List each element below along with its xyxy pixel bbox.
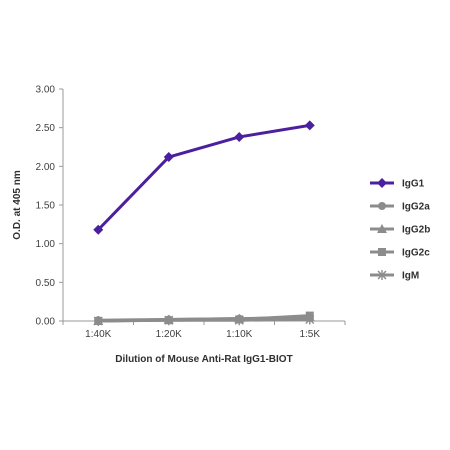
data-point-igg2a — [235, 314, 244, 323]
legend-item-igg2b: IgG2b — [370, 224, 430, 236]
legend-marker — [378, 202, 386, 210]
y-tick-label: 3.00 — [36, 85, 56, 96]
legend: IgG1 IgG2a IgG2b IgG2c IgM — [370, 178, 430, 282]
y-tick-label: 2.50 — [36, 123, 56, 134]
y-tick-label: 0.50 — [36, 278, 56, 289]
legend-marker — [377, 224, 387, 233]
series-line-igg2a — [98, 316, 310, 322]
plot-area: 0.00 0.50 1.00 1.50 2.00 2.50 3.00 1:40K 1:20K 1:… — [36, 85, 346, 340]
legend-marker — [377, 270, 387, 280]
y-tick-label: 2.00 — [36, 162, 56, 173]
legend-item-igg2a: IgG2a — [370, 202, 430, 213]
x-tick-label: 1:20K — [156, 329, 182, 340]
y-tick-label: 1.50 — [36, 201, 56, 212]
y-tick-label: 0.00 — [36, 317, 56, 328]
data-point-igg1 — [163, 152, 174, 163]
x-tick-label: 1:5K — [299, 329, 320, 340]
legend-label: IgG2b — [402, 225, 430, 236]
data-point-igg1 — [93, 224, 104, 235]
legend-marker — [377, 178, 387, 188]
data-point-igg1 — [234, 131, 245, 142]
x-tick-label: 1:40K — [85, 329, 111, 340]
legend-item-igg2c: IgG2c — [370, 248, 430, 259]
x-tick-label: 1:10K — [226, 329, 252, 340]
legend-marker — [378, 248, 386, 256]
data-point-igg2a — [164, 315, 173, 324]
y-axis-title: O.D. at 405 nm — [12, 170, 23, 240]
legend-item-igm: IgM — [370, 270, 419, 282]
y-tick-label: 1.00 — [36, 239, 56, 250]
legend-label: IgG2c — [402, 248, 430, 259]
data-point-igg1 — [304, 120, 315, 131]
legend-label: IgG2a — [402, 202, 430, 213]
data-point-igg2a — [94, 316, 103, 325]
legend-label: IgM — [402, 271, 419, 282]
series-line-igg1 — [97, 123, 310, 231]
legend-item-igg1: IgG1 — [370, 178, 425, 190]
legend-label: IgG1 — [402, 179, 425, 190]
data-point-igg2a — [305, 313, 314, 322]
x-axis-title: Dilution of Mouse Anti-Rat IgG1-BIOT — [115, 354, 292, 365]
